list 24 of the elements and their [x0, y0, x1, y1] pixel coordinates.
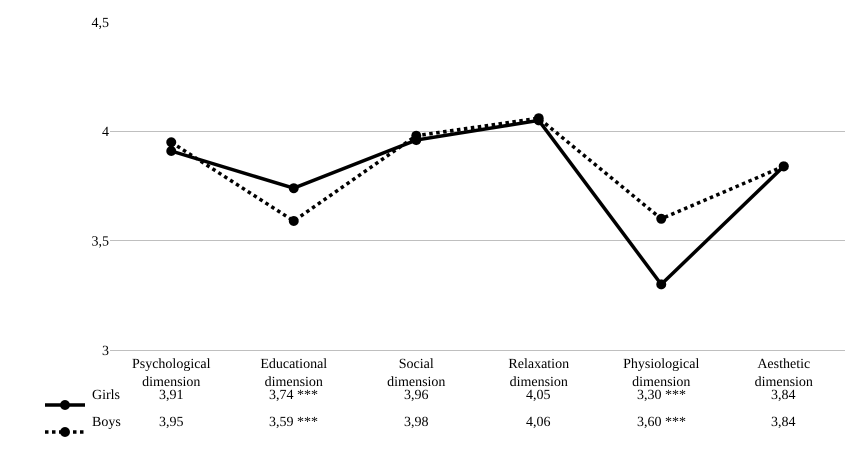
data-label: 4,06	[526, 415, 550, 430]
data-label: 3,84	[771, 388, 796, 403]
y-tick-label: 3	[102, 344, 109, 359]
data-label: 3,30 ***	[637, 388, 686, 403]
legend-label: Boys	[92, 415, 121, 430]
y-tick-label: 4	[102, 125, 109, 140]
x-tick-label: Social dimension	[387, 356, 446, 390]
x-tick-label: Educational dimension	[260, 356, 328, 390]
data-label: 3,96	[404, 388, 428, 403]
x-tick-label: Relaxation dimension	[508, 356, 570, 390]
legend-label: Girls	[92, 388, 120, 403]
x-tick-label: Physiological dimension	[623, 356, 700, 390]
data-label: 3,95	[159, 415, 184, 430]
x-tick-label: Aesthetic dimension	[754, 356, 813, 390]
y-tick-label: 4,5	[92, 16, 109, 31]
data-label: 3,59 ***	[269, 415, 318, 430]
data-label: 3,60 ***	[637, 415, 686, 430]
data-label: 3,91	[159, 388, 184, 403]
data-label: 3,84	[771, 415, 796, 430]
data-label: 3,98	[404, 415, 428, 430]
data-label: 4,05	[526, 388, 550, 403]
data-label: 3,74 ***	[269, 388, 318, 403]
y-tick-label: 3,5	[92, 234, 109, 250]
x-tick-label: Psychological dimension	[132, 356, 211, 390]
